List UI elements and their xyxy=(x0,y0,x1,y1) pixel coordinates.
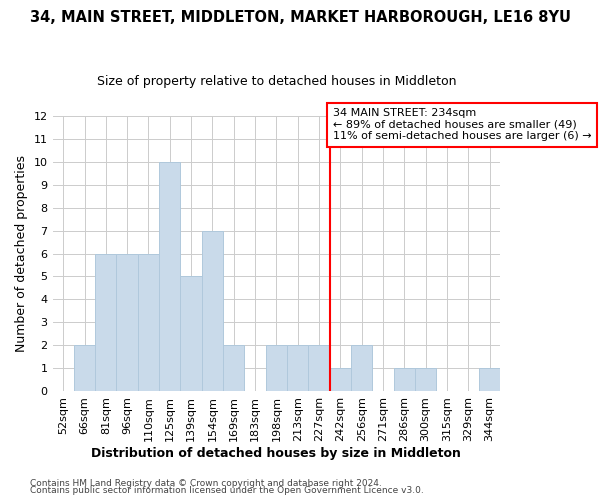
Bar xyxy=(159,162,181,392)
Bar xyxy=(95,254,116,392)
Title: Size of property relative to detached houses in Middleton: Size of property relative to detached ho… xyxy=(97,75,456,88)
Bar xyxy=(479,368,500,392)
Text: 34 MAIN STREET: 234sqm
← 89% of detached houses are smaller (49)
11% of semi-det: 34 MAIN STREET: 234sqm ← 89% of detached… xyxy=(333,108,592,142)
Bar xyxy=(329,368,351,392)
Bar xyxy=(266,346,287,392)
Text: Contains HM Land Registry data © Crown copyright and database right 2024.: Contains HM Land Registry data © Crown c… xyxy=(30,478,382,488)
Bar xyxy=(116,254,138,392)
Bar xyxy=(308,346,329,392)
Bar xyxy=(74,346,95,392)
Bar xyxy=(351,346,372,392)
Bar xyxy=(415,368,436,392)
Text: Contains public sector information licensed under the Open Government Licence v3: Contains public sector information licen… xyxy=(30,486,424,495)
Bar xyxy=(138,254,159,392)
Bar xyxy=(287,346,308,392)
Text: 34, MAIN STREET, MIDDLETON, MARKET HARBOROUGH, LE16 8YU: 34, MAIN STREET, MIDDLETON, MARKET HARBO… xyxy=(29,10,571,25)
Bar xyxy=(223,346,244,392)
Y-axis label: Number of detached properties: Number of detached properties xyxy=(15,155,28,352)
X-axis label: Distribution of detached houses by size in Middleton: Distribution of detached houses by size … xyxy=(91,447,461,460)
Bar xyxy=(202,230,223,392)
Bar xyxy=(394,368,415,392)
Bar xyxy=(181,276,202,392)
